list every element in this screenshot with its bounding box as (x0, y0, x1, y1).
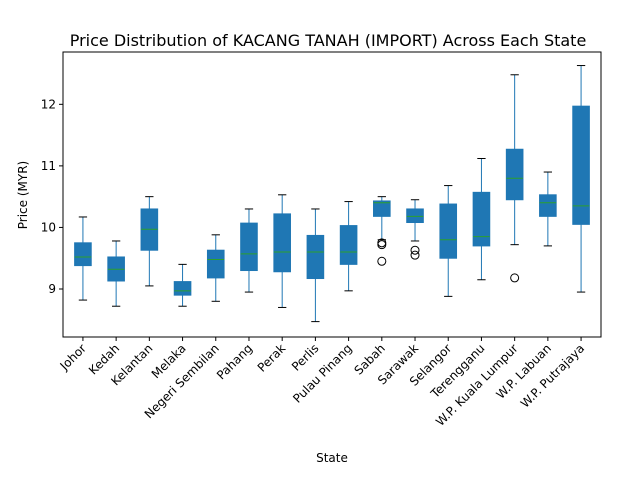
y-tick-label: 12 (41, 97, 56, 111)
box-group (173, 263, 192, 307)
outlier-point (377, 240, 387, 250)
box-group (273, 194, 291, 308)
iqr-box (339, 225, 358, 265)
iqr-box (240, 222, 258, 272)
y-tick-label: 9 (48, 282, 56, 296)
box-group (439, 185, 458, 297)
y-tick-label: 10 (41, 220, 56, 234)
box-group (206, 234, 225, 302)
box-group (140, 196, 159, 287)
x-tick-label: Pulau Pinang (290, 341, 355, 406)
box-group (373, 196, 391, 266)
boxes-layer (74, 65, 590, 323)
y-axis-ticks: 9 10 11 12 (41, 97, 63, 296)
y-tick-label: 11 (41, 159, 56, 173)
x-tick-label: Pahang (214, 341, 255, 382)
box-group (74, 216, 92, 301)
plot-frame (62, 51, 602, 338)
iqr-box (173, 281, 192, 296)
x-tick-label: Perak (255, 341, 289, 375)
outlier-point (377, 256, 387, 266)
iqr-box (539, 194, 557, 217)
iqr-box (439, 203, 458, 259)
box-group (539, 171, 557, 247)
x-axis-label: State (316, 451, 348, 465)
box-group (107, 240, 125, 307)
iqr-box (472, 191, 491, 247)
outlier-point (510, 273, 520, 283)
iqr-box (373, 200, 391, 217)
iqr-box (206, 249, 225, 279)
box-group (406, 199, 424, 260)
box-group (240, 208, 258, 293)
box-group (306, 208, 325, 323)
iqr-box (306, 234, 325, 280)
box-group (472, 157, 491, 281)
outlier-point (377, 238, 387, 248)
chart-title: Price Distribution of KACANG TANAH (IMPO… (70, 31, 587, 50)
outlier-point (410, 250, 420, 260)
iqr-box (505, 148, 524, 201)
iqr-box (273, 213, 291, 273)
outlier-point (410, 245, 420, 255)
iqr-box (74, 242, 92, 267)
iqr-box (406, 208, 424, 224)
box-group (339, 201, 358, 292)
box-group (505, 74, 524, 283)
y-axis-label: Price (MYR) (16, 161, 30, 229)
iqr-box (572, 105, 590, 225)
box-group (572, 65, 590, 293)
x-tick-label: Johor (57, 341, 89, 373)
